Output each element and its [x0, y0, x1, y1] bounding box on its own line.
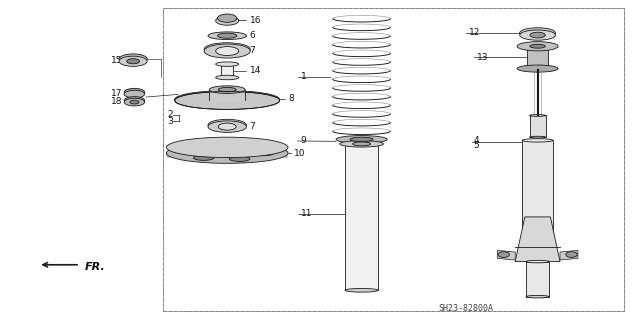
Ellipse shape: [124, 88, 145, 96]
Ellipse shape: [119, 56, 147, 66]
Ellipse shape: [241, 146, 261, 151]
Text: 10: 10: [294, 149, 306, 158]
Ellipse shape: [522, 139, 553, 142]
Polygon shape: [497, 250, 515, 260]
Text: FR.: FR.: [85, 262, 106, 272]
Ellipse shape: [124, 98, 145, 106]
Ellipse shape: [526, 295, 549, 298]
Ellipse shape: [530, 115, 545, 116]
Ellipse shape: [204, 43, 250, 56]
Ellipse shape: [353, 142, 371, 146]
Ellipse shape: [205, 145, 225, 150]
Polygon shape: [560, 250, 578, 260]
Text: 3: 3: [168, 117, 173, 126]
Ellipse shape: [517, 42, 558, 51]
Text: 5: 5: [474, 141, 479, 150]
Text: 7: 7: [250, 46, 255, 55]
Ellipse shape: [345, 288, 378, 292]
Text: 2: 2: [168, 110, 173, 119]
Ellipse shape: [204, 44, 250, 58]
Text: SH23-82800A: SH23-82800A: [438, 304, 493, 313]
Ellipse shape: [208, 32, 246, 40]
Ellipse shape: [208, 119, 246, 131]
Ellipse shape: [350, 137, 373, 142]
Bar: [209, 90, 245, 101]
Ellipse shape: [218, 33, 237, 38]
Text: 4: 4: [474, 136, 479, 145]
Bar: [345, 142, 378, 290]
Text: 14: 14: [250, 66, 261, 75]
Bar: [526, 262, 549, 297]
Ellipse shape: [345, 140, 378, 144]
Ellipse shape: [498, 252, 509, 257]
Ellipse shape: [566, 252, 577, 257]
Text: 17: 17: [111, 89, 122, 98]
Ellipse shape: [193, 155, 214, 160]
Ellipse shape: [175, 92, 280, 109]
Ellipse shape: [216, 62, 239, 66]
Text: 13: 13: [477, 53, 488, 62]
Ellipse shape: [218, 87, 236, 92]
Bar: [163, 8, 624, 311]
Ellipse shape: [526, 260, 549, 263]
Ellipse shape: [530, 44, 545, 48]
Ellipse shape: [208, 121, 246, 132]
Ellipse shape: [530, 32, 545, 38]
Text: 18: 18: [111, 97, 122, 106]
Text: 7: 7: [250, 122, 255, 130]
Bar: [527, 46, 548, 69]
Ellipse shape: [211, 149, 243, 157]
Ellipse shape: [166, 137, 288, 158]
Text: 6: 6: [250, 31, 255, 40]
Ellipse shape: [530, 136, 545, 138]
Text: 12: 12: [469, 28, 481, 37]
Ellipse shape: [216, 16, 239, 25]
Ellipse shape: [124, 90, 145, 98]
Ellipse shape: [520, 28, 556, 38]
Text: 11: 11: [301, 209, 312, 218]
Ellipse shape: [216, 75, 239, 80]
Text: 9: 9: [301, 137, 307, 145]
Ellipse shape: [216, 47, 239, 56]
Ellipse shape: [166, 143, 288, 163]
Ellipse shape: [336, 136, 387, 143]
Ellipse shape: [520, 30, 556, 40]
Polygon shape: [515, 217, 560, 262]
Bar: [166, 152, 288, 158]
Ellipse shape: [229, 156, 250, 161]
Ellipse shape: [253, 151, 274, 156]
Bar: [163, 8, 624, 311]
Text: 8: 8: [288, 94, 294, 103]
Bar: [522, 140, 553, 246]
Ellipse shape: [517, 65, 558, 72]
Bar: [530, 115, 545, 137]
Bar: [221, 64, 233, 78]
Ellipse shape: [175, 91, 280, 108]
Ellipse shape: [218, 14, 237, 22]
Text: 1: 1: [301, 72, 307, 81]
Ellipse shape: [127, 59, 140, 64]
Ellipse shape: [209, 86, 245, 93]
Ellipse shape: [181, 150, 202, 155]
Ellipse shape: [124, 97, 145, 104]
Text: 15: 15: [111, 56, 122, 65]
Ellipse shape: [119, 54, 147, 64]
Ellipse shape: [218, 123, 236, 130]
Text: 16: 16: [250, 16, 261, 25]
Ellipse shape: [130, 100, 139, 104]
Ellipse shape: [522, 244, 553, 247]
Ellipse shape: [340, 141, 383, 147]
